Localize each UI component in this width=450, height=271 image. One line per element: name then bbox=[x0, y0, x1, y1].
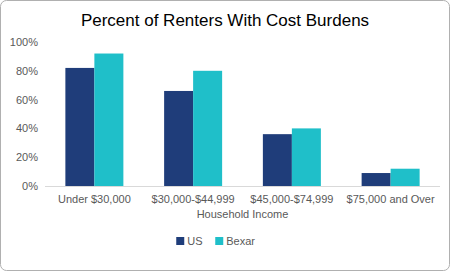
bar bbox=[263, 134, 292, 186]
chart-frame bbox=[1, 1, 450, 271]
legend: US Bexar bbox=[176, 235, 255, 247]
chart-title: Percent of Renters With Cost Burdens bbox=[81, 11, 369, 30]
bars-group bbox=[65, 54, 419, 186]
y-tick-label: 0% bbox=[22, 180, 38, 192]
legend-label: US bbox=[187, 235, 202, 247]
bar bbox=[193, 71, 222, 186]
x-axis-line bbox=[45, 186, 440, 187]
x-tick-label: $45,000-$74,999 bbox=[250, 193, 333, 205]
x-tick-label: Under $30,000 bbox=[58, 193, 131, 205]
y-tick-label: 80% bbox=[16, 65, 38, 77]
legend-swatch bbox=[176, 237, 184, 245]
bar bbox=[362, 173, 391, 186]
x-tick-label: $75,000 and Over bbox=[347, 193, 435, 205]
chart-svg: Percent of Renters With Cost Burdens 0% 20… bbox=[0, 0, 450, 271]
bar bbox=[94, 54, 123, 186]
y-tick-label: 20% bbox=[16, 151, 38, 163]
bar bbox=[292, 128, 321, 186]
y-tick-label: 40% bbox=[16, 122, 38, 134]
legend-label: Bexar bbox=[226, 235, 255, 247]
bar bbox=[164, 91, 193, 186]
legend-swatch bbox=[215, 237, 223, 245]
bar bbox=[65, 68, 94, 186]
bar bbox=[391, 169, 420, 186]
x-axis-title: Household Income bbox=[197, 208, 289, 220]
chart-container: Percent of Renters With Cost Burdens 0% 20… bbox=[0, 0, 450, 271]
x-tick-label: $30,000-$44,999 bbox=[152, 193, 235, 205]
y-tick-label: 60% bbox=[16, 94, 38, 106]
y-tick-label: 100% bbox=[10, 36, 38, 48]
